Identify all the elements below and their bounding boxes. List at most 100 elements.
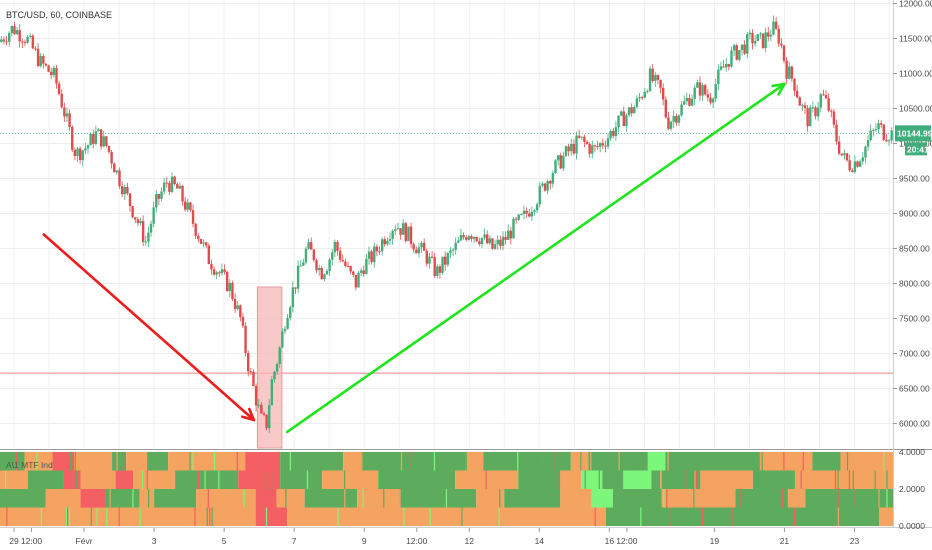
indicator-stripe (493, 470, 495, 489)
candle-body (593, 145, 597, 147)
candle-body (572, 143, 576, 154)
candle-body (50, 71, 53, 76)
indicator-stripe (782, 489, 784, 508)
candle-body (115, 170, 119, 173)
candle-body (688, 97, 691, 106)
candle-body (417, 247, 421, 254)
indicator-stripe (580, 452, 582, 471)
candle-body (199, 239, 203, 244)
candle-body (877, 123, 880, 130)
candle-body (170, 176, 174, 192)
candle-body (134, 217, 137, 220)
candle-body (814, 107, 817, 117)
candle-body (690, 98, 694, 106)
indicator-stripe (100, 452, 102, 471)
candle-body (141, 220, 145, 242)
candle-body (499, 239, 502, 246)
indicator-stripe (361, 452, 363, 471)
candle-body (173, 176, 176, 185)
candle-body (310, 242, 313, 250)
candle-body (94, 131, 98, 144)
indicator-stripe (236, 452, 238, 471)
indicator-stripe (761, 452, 763, 471)
candle-body (709, 97, 712, 103)
candle-body (55, 67, 58, 84)
candle-body (801, 105, 804, 107)
indicator-segment (105, 489, 141, 508)
candle-body (454, 242, 457, 250)
candle-body (680, 104, 683, 116)
candle-body (777, 28, 780, 44)
candle-body (667, 117, 670, 129)
indicator-segment (647, 452, 666, 471)
candle-body (415, 249, 418, 254)
indicator-stripe (731, 507, 733, 526)
candle-body (270, 379, 274, 406)
candle-body (735, 45, 738, 60)
candle-body (252, 371, 255, 387)
indicator-stripe (75, 470, 77, 489)
indicator-tick-label: 0.0000 (899, 521, 925, 531)
candle-body (178, 185, 182, 189)
candle-body (231, 282, 234, 299)
indicator-segment (605, 507, 879, 526)
indicator-segment (378, 470, 456, 489)
indicator-segment (588, 452, 648, 471)
candle-body (13, 26, 16, 35)
candle-body (651, 68, 654, 81)
indicator-stripe (837, 470, 839, 489)
indicator-stripe (558, 470, 561, 489)
candle-body (126, 186, 129, 194)
indicator-stripe (461, 507, 463, 526)
indicator-stripe (666, 489, 668, 508)
candle-body (21, 41, 24, 43)
indicator-stripe (66, 507, 68, 526)
indicator-stripe (598, 470, 600, 489)
candle-body (504, 236, 507, 240)
candle-body (289, 307, 292, 318)
indicator-stripe (834, 470, 837, 489)
indicator-stripe (139, 507, 141, 526)
candle-body (370, 251, 373, 263)
candle-body (514, 218, 518, 220)
indicator-stripe (594, 507, 596, 526)
indicator-segment (476, 489, 505, 508)
current-price-badge (895, 125, 931, 142)
price-tick-label: 11500.00 (899, 34, 932, 44)
indicator-stripe (106, 507, 108, 526)
indicator-segment (168, 452, 246, 471)
candle-body (614, 127, 618, 136)
price-tick-label: 8500.00 (899, 244, 930, 254)
candle-body (320, 268, 323, 280)
candle-body (751, 32, 754, 44)
indicator-stripe (299, 489, 301, 508)
candle-body (848, 160, 851, 171)
indicator-stripe (799, 470, 801, 489)
candle-body (872, 129, 875, 131)
candle-body (564, 146, 568, 156)
candle-body (656, 75, 660, 80)
candle-body (81, 150, 84, 161)
candle-body (764, 32, 767, 49)
candle-body (344, 261, 347, 267)
indicator-stripe (211, 507, 213, 526)
candle-body (391, 230, 394, 239)
indicator-stripe (590, 452, 592, 471)
candle-body (120, 186, 124, 195)
candle-body (462, 235, 465, 238)
candle-body (740, 44, 744, 50)
time-tick-label: 7 (292, 536, 297, 546)
candle-body (76, 148, 79, 156)
indicator-stripe (90, 507, 92, 526)
indicator-stripe (213, 507, 215, 526)
indicator-segment (70, 452, 113, 471)
price-tick-label: 7000.00 (899, 349, 930, 359)
indicator-stripe (429, 507, 431, 526)
indicator-stripe (386, 489, 388, 508)
indicator-segment (80, 489, 106, 508)
candle-body (2, 39, 6, 42)
candle-body (39, 56, 42, 67)
candle-body (588, 143, 591, 154)
indicator-segment (280, 452, 344, 471)
